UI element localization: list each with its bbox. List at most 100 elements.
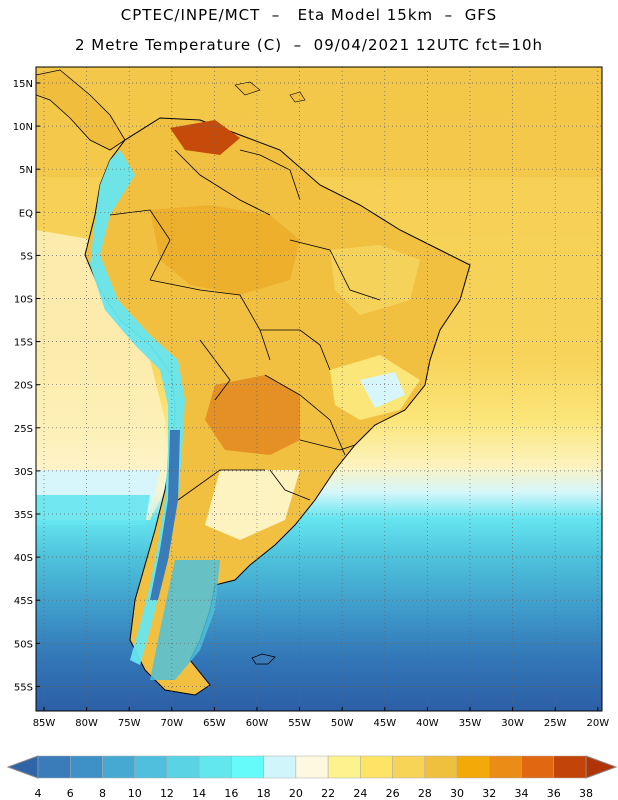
colorbar-swatch xyxy=(456,755,490,779)
lon-label: 85W xyxy=(33,718,56,729)
border-colombia-venezuela xyxy=(174,149,271,216)
border-brazil-south xyxy=(299,439,356,451)
colorbar-swatch xyxy=(392,755,426,779)
andes-cool xyxy=(90,150,185,665)
lat-label: 5S xyxy=(20,251,33,262)
colorbar-swatch xyxy=(69,755,103,779)
lon-label: 50W xyxy=(331,718,354,729)
venezuela-hotspot xyxy=(170,120,240,155)
lon-label: 45W xyxy=(373,718,396,729)
border-brazil-north xyxy=(289,239,381,301)
colorbar-label: 10 xyxy=(128,787,142,800)
lat-label: 5N xyxy=(19,165,33,176)
country-borders xyxy=(109,149,381,501)
colorbar-swatch xyxy=(327,755,361,779)
lat-label: 45S xyxy=(14,596,33,607)
caribbean-islands-east xyxy=(289,91,306,103)
map-frame xyxy=(35,66,603,712)
colorbar-swatch xyxy=(198,755,232,779)
colorbar xyxy=(6,755,618,779)
map-subtitle: 2 Metre Temperature (C) – 09/04/2021 12U… xyxy=(74,36,544,54)
lat-label: EQ xyxy=(19,208,33,219)
lon-label: 70W xyxy=(160,718,183,729)
lon-label: 30W xyxy=(501,718,524,729)
colorbar-swatch xyxy=(424,755,458,779)
mantiqueira-cool xyxy=(360,372,405,408)
colorbar-swatch xyxy=(166,755,200,779)
border-guianas xyxy=(239,149,301,201)
lat-label: 40S xyxy=(14,553,33,564)
colorbar-swatch xyxy=(102,755,135,779)
colorbar-swatch xyxy=(553,755,587,779)
border-uruguay xyxy=(269,469,311,501)
temperature-field xyxy=(36,67,602,711)
lat-label: 15N xyxy=(13,79,33,90)
lat-label: 10S xyxy=(14,295,33,306)
colorbar-label: 30 xyxy=(450,787,464,800)
colorbar-label: 8 xyxy=(99,787,106,800)
colorbar-swatch xyxy=(231,755,264,779)
border-peru-brazil xyxy=(149,279,271,361)
colorbar-label: 6 xyxy=(67,787,74,800)
pampas xyxy=(205,470,300,540)
lat-label: 25S xyxy=(14,424,33,435)
border-paraguay xyxy=(264,374,346,456)
lat-label: 20S xyxy=(14,381,33,392)
colorbar-swatch xyxy=(37,755,71,779)
colorbar-label: 26 xyxy=(386,787,400,800)
chaco-warm xyxy=(205,375,300,455)
patagonia-cool xyxy=(150,560,220,680)
colorbar-label: 12 xyxy=(160,787,174,800)
colorbar-label: 34 xyxy=(515,787,529,800)
border-argentina xyxy=(177,469,265,501)
colorbar-swatch xyxy=(489,755,522,779)
lon-label: 40W xyxy=(416,718,439,729)
lon-label: 35W xyxy=(459,718,482,729)
graticule xyxy=(36,67,602,711)
colorbar-label: 38 xyxy=(579,787,593,800)
lat-label: 30S xyxy=(14,467,33,478)
border-bolivia xyxy=(199,339,231,401)
longitude-labels: 85W 80W 75W 70W 65W 60W 55W 50W 45W 40W 35W 30W 25W 2… xyxy=(33,707,609,729)
pacific-band-18 xyxy=(36,495,150,525)
lon-label: 20W xyxy=(586,718,609,729)
colorbar-swatch xyxy=(263,755,297,779)
colorbar-swatch xyxy=(134,755,168,779)
colorbar-label: 14 xyxy=(192,787,206,800)
colorbar-label: 20 xyxy=(289,787,303,800)
colorbar-label: 4 xyxy=(35,787,42,800)
colorbar-label: 16 xyxy=(224,787,238,800)
amazon-warm xyxy=(150,205,300,295)
lon-label: 55W xyxy=(288,718,311,729)
lat-label: 55S xyxy=(14,682,33,693)
map-title: CPTEC/INPE/MCT – Eta Model 15km – GFS xyxy=(120,6,498,24)
lat-label: 10N xyxy=(13,122,33,133)
colorbar-right-arrow xyxy=(585,755,618,779)
colorbar-labels: 4 6 8 10 12 14 16 18 20 22 24 26 28 30 32 34 36 38 xyxy=(35,787,594,800)
border-ecuador-peru xyxy=(109,209,171,281)
lat-label: 50S xyxy=(14,639,33,650)
lon-label: 60W xyxy=(246,718,269,729)
colorbar-swatch xyxy=(295,755,329,779)
lon-label: 65W xyxy=(203,718,226,729)
colorbar-swatch xyxy=(521,755,555,779)
lon-label: 25W xyxy=(544,718,567,729)
pacific-cool-strip xyxy=(36,230,170,520)
colorbar-label: 22 xyxy=(321,787,335,800)
colorbar-left-arrow xyxy=(6,755,39,779)
latitude-labels: 15N 10N 5N EQ 5S 10S 15S 20S 25S 30S 35S 40S 45S 50S 5… xyxy=(13,79,40,693)
central-america xyxy=(36,69,126,151)
falkland-islands xyxy=(251,653,276,665)
colorbar-label: 28 xyxy=(418,787,432,800)
lat-label: 35S xyxy=(14,510,33,521)
lat-label: 15S xyxy=(14,338,33,349)
colorbar-label: 18 xyxy=(257,787,271,800)
lon-label: 75W xyxy=(118,718,141,729)
colorbar-label: 32 xyxy=(482,787,496,800)
northeast-brazil xyxy=(330,245,420,315)
lon-label: 80W xyxy=(75,718,98,729)
colorbar-label: 36 xyxy=(547,787,561,800)
border-brazil-states xyxy=(260,329,331,371)
colorbar-swatch xyxy=(360,755,393,779)
